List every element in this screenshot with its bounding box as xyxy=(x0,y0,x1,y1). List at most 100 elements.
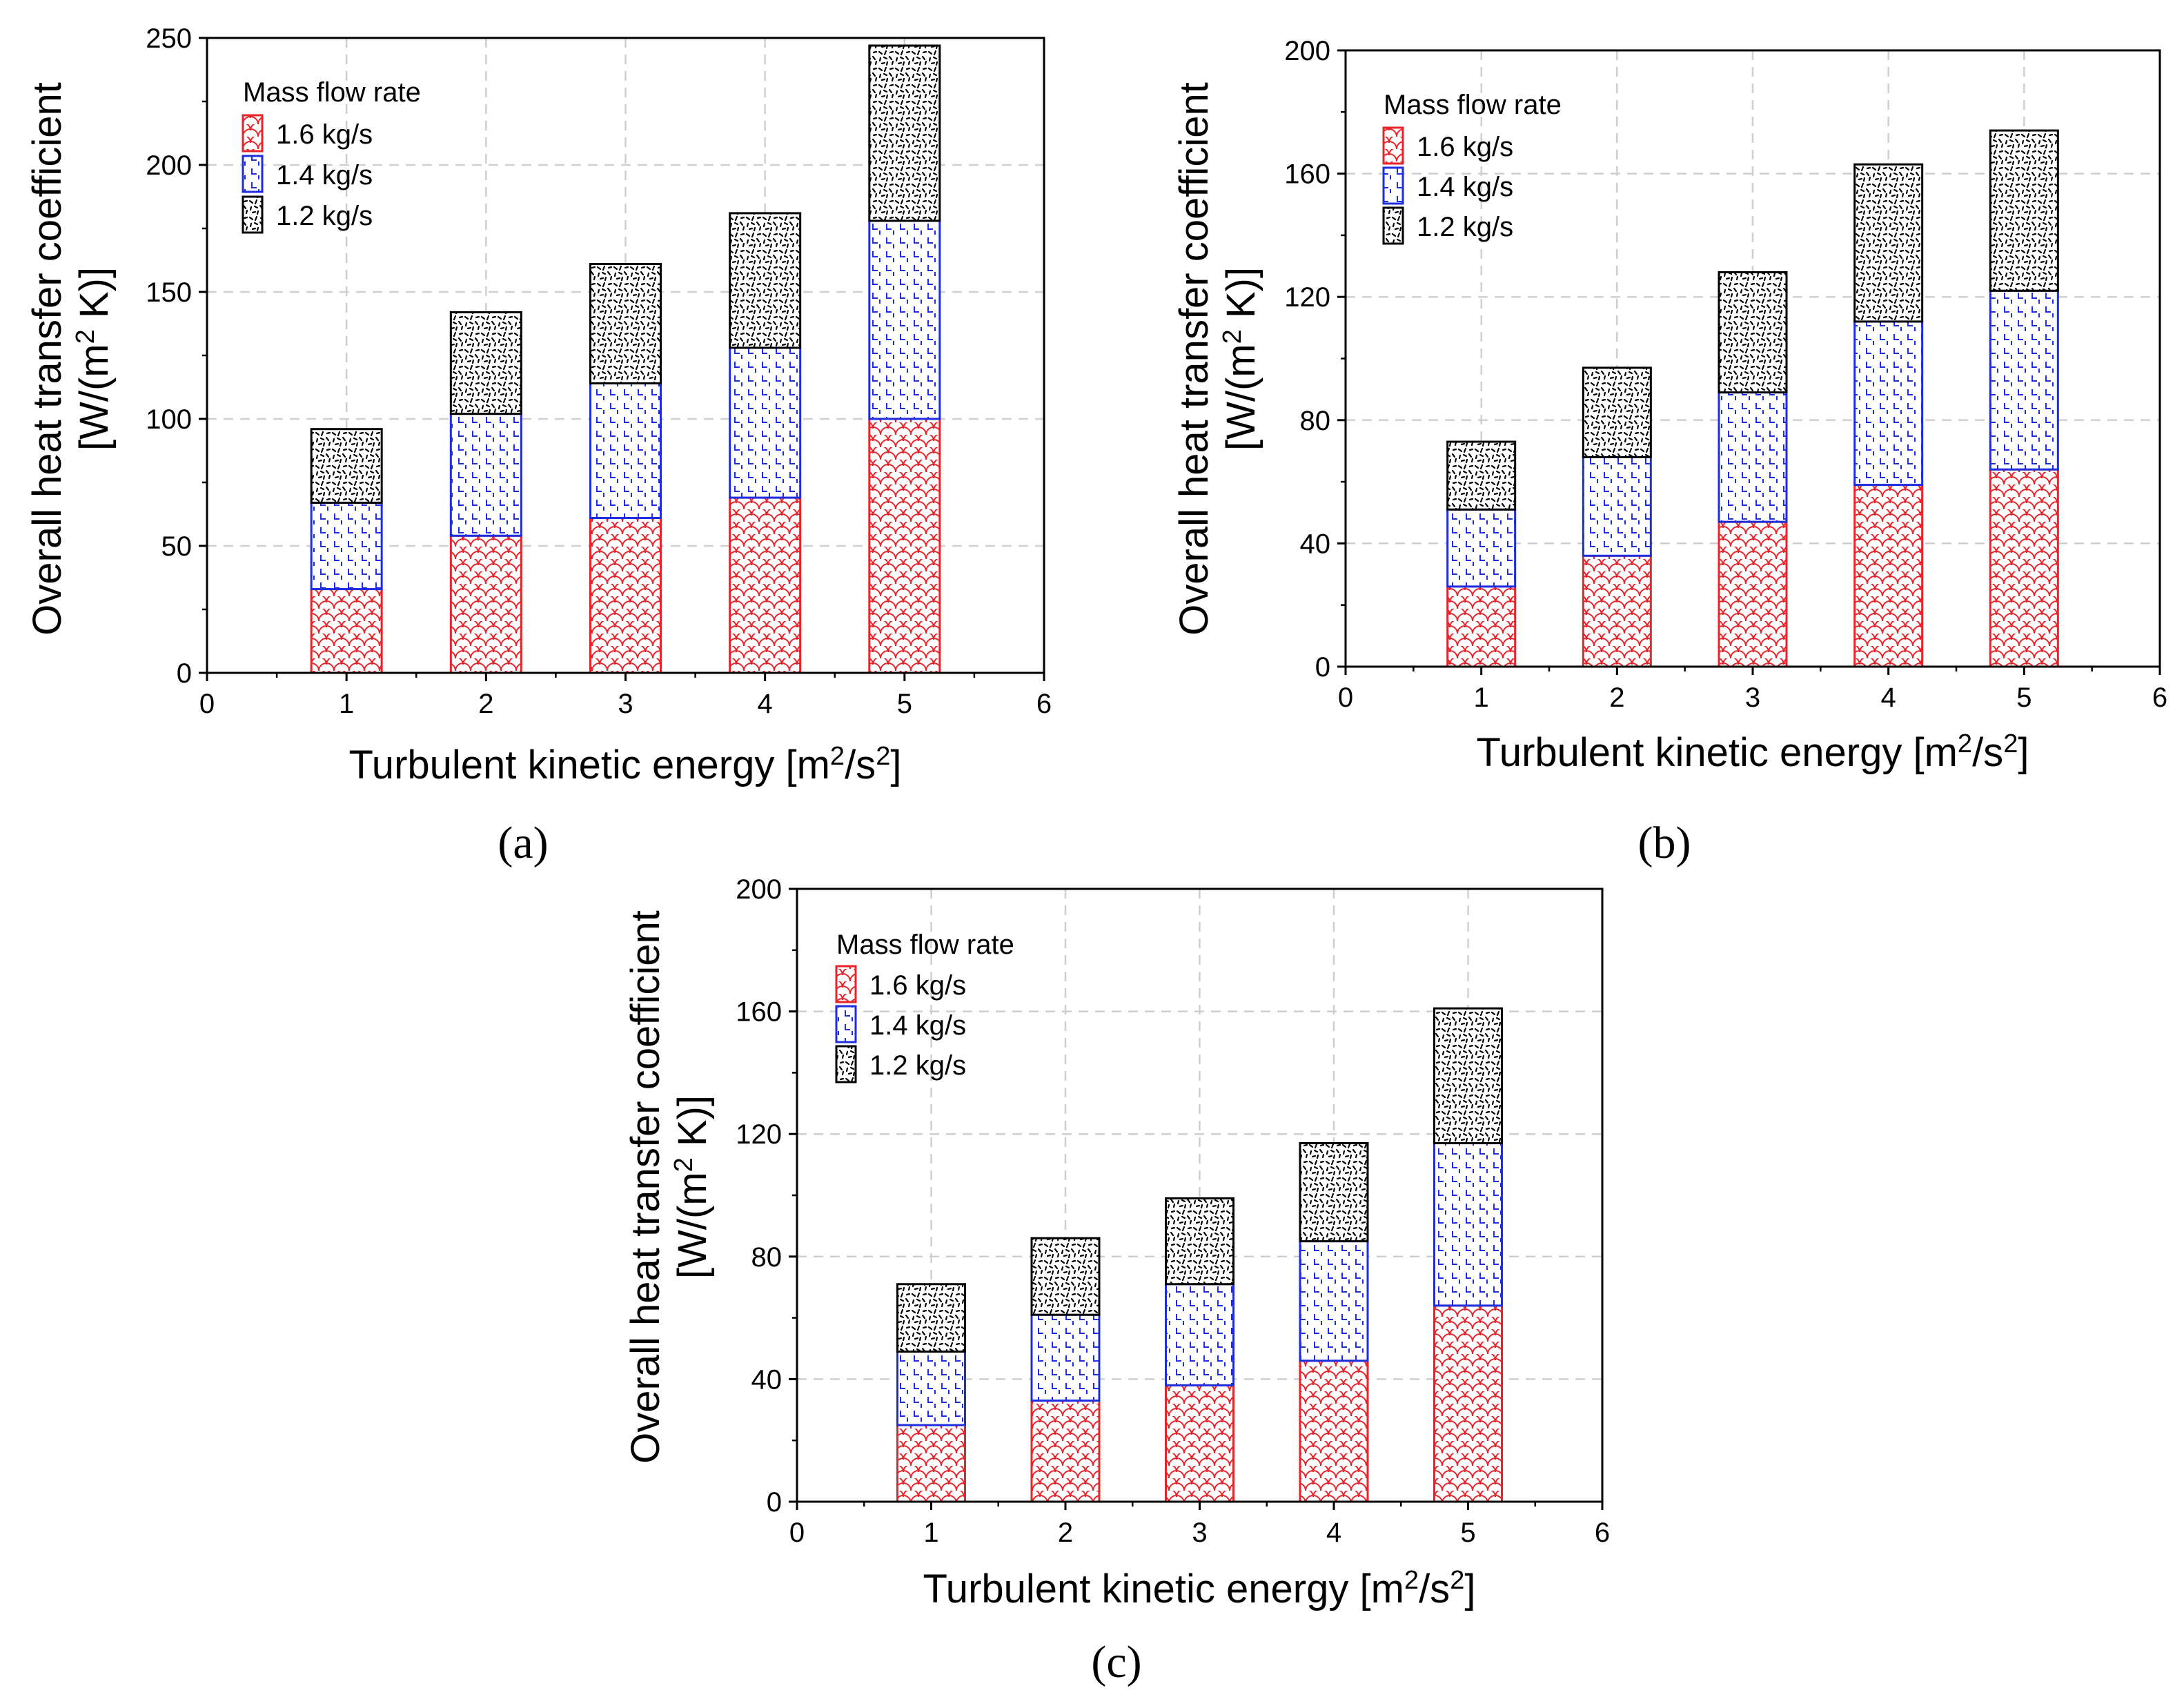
bar-segment-1-2-x5 xyxy=(1989,129,2059,292)
y-tick-label: 120 xyxy=(736,1119,782,1150)
bar-segment-1-6-x2 xyxy=(1030,1399,1101,1503)
bar-segment-1-6-x2 xyxy=(1582,554,1652,668)
x-tick-label: 6 xyxy=(1036,689,1052,719)
bar-segment-1-4-x5 xyxy=(1989,289,2059,471)
x-tick-label: 0 xyxy=(1338,683,1353,713)
legend-swatch-1-6 xyxy=(835,965,857,1003)
panel-caption: (b) xyxy=(1638,818,1691,868)
x-tick-label: 2 xyxy=(1609,683,1624,713)
y-tick-label: 250 xyxy=(146,23,192,54)
legend-swatch-1-4 xyxy=(1382,166,1404,205)
y-tick-label: 150 xyxy=(146,277,192,308)
bar-segment-1-6-x1 xyxy=(310,588,383,674)
legend-swatch-1-4 xyxy=(835,1005,857,1043)
bar-segment-1-4-x1 xyxy=(1446,508,1517,588)
bar-segment-1-2-x5 xyxy=(1433,1007,1503,1145)
panel-caption: (a) xyxy=(498,818,548,868)
x-tick-label: 1 xyxy=(1474,683,1489,713)
legend-label-1-6: 1.6 kg/s xyxy=(869,970,966,1001)
x-tick-label: 4 xyxy=(1881,683,1896,713)
x-tick-label: 6 xyxy=(1595,1518,1610,1548)
x-tick-label: 5 xyxy=(1460,1518,1475,1548)
bar-segment-1-2-x1 xyxy=(896,1283,966,1353)
bar-segment-1-2-x2 xyxy=(449,311,522,415)
bar-segment-1-2-x4 xyxy=(1299,1142,1369,1243)
bar-segment-1-4-x1 xyxy=(896,1350,966,1426)
bar-segment-1-6-x3 xyxy=(1718,520,1788,668)
legend-swatch-1-2 xyxy=(835,1045,857,1083)
x-tick-label: 4 xyxy=(758,689,773,719)
legend-label-1-2: 1.2 kg/s xyxy=(1417,212,1513,242)
bar-segment-1-2-x5 xyxy=(868,44,941,222)
bar-segment-1-6-x4 xyxy=(729,496,802,674)
legend-label-1-2: 1.2 kg/s xyxy=(869,1050,966,1081)
legend-label-1-4: 1.4 kg/s xyxy=(276,160,373,190)
y-tick-label: 0 xyxy=(1315,652,1330,683)
bar-segment-1-2-x4 xyxy=(729,212,802,349)
x-tick-label: 5 xyxy=(2016,683,2031,713)
chart-panel-b: 0 1 2 3 4 5 6 0 40 80 120 160 200 Mass flow rate 1.6… xyxy=(1172,36,2167,868)
x-axis-title: Turbulent kinetic energy [m2/s2] xyxy=(349,742,902,787)
bar-segment-1-2-x3 xyxy=(1718,271,1788,394)
y-tick-label: 200 xyxy=(736,874,782,905)
y-axis-title-line1: Overall heat transfer coefficient xyxy=(1172,82,1217,636)
y-tick-label: 0 xyxy=(767,1487,782,1518)
y-tick-label: 40 xyxy=(1300,529,1331,559)
bar-segment-1-6-x4 xyxy=(1299,1360,1369,1503)
y-axis-title-line1: Overall heat transfer coefficient xyxy=(25,82,70,636)
bar-segment-1-4-x1 xyxy=(310,501,383,591)
bar-segment-1-4-x5 xyxy=(868,219,941,420)
legend-title: Mass flow rate xyxy=(243,77,421,108)
panel-caption: (c) xyxy=(1091,1637,1141,1687)
y-tick-label: 200 xyxy=(146,150,192,181)
legend-label-1-4: 1.4 kg/s xyxy=(1417,172,1513,202)
legend-label-1-2: 1.2 kg/s xyxy=(276,201,373,231)
legend-swatch-1-6 xyxy=(242,114,264,153)
x-tick-label: 3 xyxy=(618,689,633,719)
x-tick-label: 0 xyxy=(199,689,215,719)
bar-segment-1-6-x1 xyxy=(896,1424,966,1503)
bar-segment-1-4-x4 xyxy=(1853,320,1924,487)
x-axis-title: Turbulent kinetic energy [m2/s2] xyxy=(923,1566,1476,1611)
bar-segment-1-2-x4 xyxy=(1853,163,1924,323)
legend-swatch-1-2 xyxy=(242,195,264,234)
bar-segment-1-4-x4 xyxy=(729,346,802,499)
x-tick-label: 2 xyxy=(1058,1518,1073,1548)
bar-segment-1-6-x5 xyxy=(868,418,941,674)
legend-swatch-1-4 xyxy=(242,155,264,193)
y-tick-label: 0 xyxy=(177,658,192,689)
chart-panel-c: 0 1 2 3 4 5 6 0 40 80 120 160 200 Mass flow rate 1.6… xyxy=(623,874,1610,1687)
y-axis-title-line2: [W/(m2 K)] xyxy=(71,267,117,451)
x-tick-label: 3 xyxy=(1745,683,1760,713)
x-axis-title: Turbulent kinetic energy [m2/s2] xyxy=(1477,729,2029,775)
x-tick-label: 6 xyxy=(2152,683,2167,713)
y-tick-label: 120 xyxy=(1284,282,1330,313)
x-tick-label: 1 xyxy=(923,1518,938,1548)
bar-segment-1-4-x3 xyxy=(1165,1283,1234,1386)
x-tick-label: 2 xyxy=(478,689,493,719)
bar-segment-1-4-x3 xyxy=(1718,391,1788,523)
y-tick-label: 50 xyxy=(161,531,193,562)
y-tick-label: 200 xyxy=(1284,36,1330,66)
x-tick-label: 3 xyxy=(1192,1518,1207,1548)
bar-segment-1-4-x2 xyxy=(1030,1313,1101,1402)
y-tick-label: 160 xyxy=(736,997,782,1028)
x-tick-label: 4 xyxy=(1326,1518,1341,1548)
bar-segment-1-2-x2 xyxy=(1582,366,1652,458)
bar-segment-1-2-x2 xyxy=(1030,1237,1101,1316)
chart-panel-a: 0 1 2 3 4 5 6 0 50 100 150 200 250 Mass flow rate 1.… xyxy=(25,23,1052,868)
bar-segment-1-2-x3 xyxy=(1165,1197,1234,1286)
legend: Mass flow rate 1.6 kg/s 1.4 kg/s 1.2 kg/… xyxy=(1382,90,1562,245)
bar-segment-1-6-x5 xyxy=(1433,1304,1503,1503)
y-tick-label: 100 xyxy=(146,404,192,435)
bar-segment-1-4-x4 xyxy=(1299,1240,1369,1362)
x-tick-label: 1 xyxy=(339,689,354,719)
y-tick-label: 80 xyxy=(751,1242,783,1273)
y-axis-title-line2: [W/(m2 K)] xyxy=(669,1095,715,1279)
bar-segment-1-6-x4 xyxy=(1853,484,1924,668)
bar-segment-1-4-x2 xyxy=(449,413,522,537)
y-axis-title-line2: [W/(m2 K)] xyxy=(1218,267,1263,451)
bar-segment-1-6-x2 xyxy=(449,534,522,674)
bar-segment-1-6-x5 xyxy=(1989,468,2059,668)
